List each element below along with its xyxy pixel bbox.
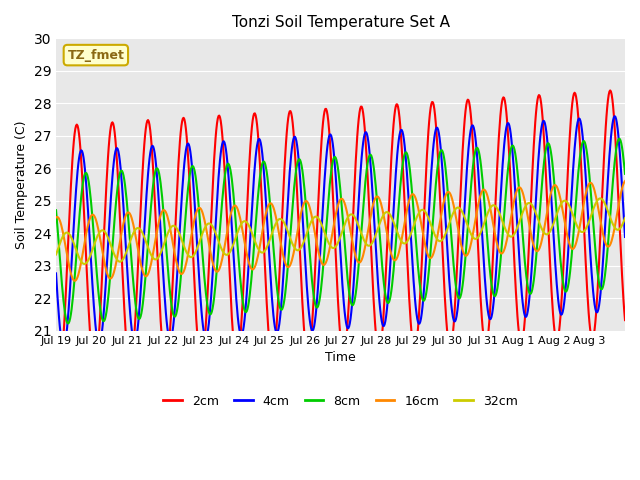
8cm	[400, 154, 408, 160]
8cm	[432, 181, 440, 187]
Line: 8cm: 8cm	[56, 139, 625, 324]
16cm	[253, 260, 260, 265]
32cm	[253, 242, 260, 248]
32cm	[224, 252, 232, 257]
32cm	[120, 255, 127, 261]
Line: 2cm: 2cm	[56, 90, 625, 373]
4cm	[400, 137, 408, 143]
2cm	[55, 370, 63, 376]
8cm	[253, 213, 260, 219]
8cm	[52, 207, 60, 213]
X-axis label: Time: Time	[325, 351, 356, 364]
2cm	[253, 116, 260, 122]
32cm	[52, 252, 60, 257]
16cm	[621, 178, 629, 184]
4cm	[611, 113, 618, 119]
Title: Tonzi Soil Temperature Set A: Tonzi Soil Temperature Set A	[232, 15, 449, 30]
16cm	[224, 224, 232, 229]
4cm	[253, 148, 260, 154]
2cm	[432, 121, 440, 127]
2cm	[606, 87, 614, 93]
32cm	[432, 234, 440, 240]
32cm	[400, 240, 408, 246]
2cm	[621, 317, 629, 323]
Text: TZ_fmet: TZ_fmet	[67, 48, 124, 61]
Legend: 2cm, 4cm, 8cm, 16cm, 32cm: 2cm, 4cm, 8cm, 16cm, 32cm	[158, 390, 523, 413]
16cm	[274, 224, 282, 230]
4cm	[274, 329, 282, 335]
4cm	[224, 168, 232, 174]
2cm	[120, 291, 127, 297]
2cm	[52, 354, 60, 360]
16cm	[400, 223, 408, 229]
32cm	[81, 261, 88, 267]
32cm	[621, 215, 629, 221]
8cm	[224, 161, 232, 167]
2cm	[400, 186, 408, 192]
8cm	[615, 136, 623, 142]
16cm	[120, 220, 127, 226]
16cm	[52, 215, 60, 220]
4cm	[60, 344, 67, 349]
16cm	[432, 241, 440, 247]
4cm	[120, 205, 127, 211]
4cm	[621, 234, 629, 240]
4cm	[432, 127, 440, 132]
Y-axis label: Soil Temperature (C): Soil Temperature (C)	[15, 120, 28, 249]
8cm	[64, 321, 72, 326]
8cm	[621, 171, 629, 177]
Line: 4cm: 4cm	[56, 116, 625, 347]
16cm	[71, 278, 79, 284]
8cm	[120, 173, 127, 179]
2cm	[274, 302, 282, 308]
2cm	[224, 240, 232, 246]
32cm	[596, 195, 604, 201]
Line: 16cm: 16cm	[56, 181, 625, 281]
8cm	[274, 293, 282, 299]
Line: 32cm: 32cm	[56, 198, 625, 264]
32cm	[274, 217, 282, 223]
4cm	[52, 271, 60, 276]
